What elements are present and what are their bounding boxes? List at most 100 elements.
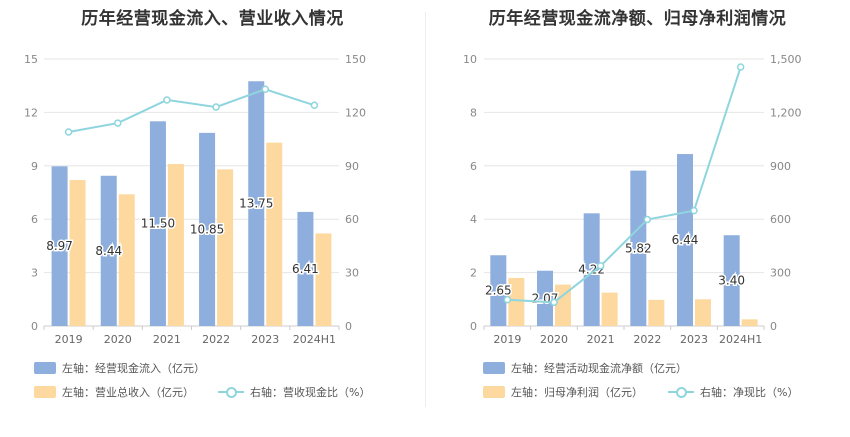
bar-series-2 — [217, 169, 234, 326]
chart-title: 历年经营现金流入、营业收入情况 — [81, 9, 344, 29]
line-point — [643, 215, 652, 224]
bar-data-label: 11.50 — [141, 217, 175, 231]
legend-label: 左轴：营业总收入（亿元） — [62, 386, 194, 399]
line-point — [503, 295, 512, 304]
bar-data-label: 13.75 — [239, 197, 273, 211]
chart-title: 历年经营现金流净额、归母净利润情况 — [488, 9, 787, 29]
legend-swatch — [218, 386, 244, 398]
bar-series-1 — [583, 213, 600, 326]
line-point — [690, 206, 698, 215]
bar-series-1 — [248, 81, 265, 326]
legend-item-line[interactable]: 右轴：净现比（%） — [668, 384, 798, 400]
line-point — [736, 63, 745, 71]
legend-item-bar-1[interactable]: 左轴：经营现金流入（亿元） — [34, 360, 205, 376]
legend-label: 右轴：营收现金比（%） — [250, 386, 371, 399]
bar-series-1 — [51, 166, 68, 326]
y-tick-label-right: 120 — [345, 106, 366, 119]
panel-divider — [425, 12, 426, 407]
y-tick-label-right: 60 — [345, 213, 359, 226]
bar-series-2 — [741, 319, 758, 326]
y-tick-label-left: 0 — [470, 320, 477, 333]
legend-swatch — [483, 362, 505, 374]
y-tick-label-right: 600 — [770, 213, 791, 226]
y-tick-label-left: 15 — [24, 53, 38, 66]
line-point — [596, 262, 605, 270]
line-point — [310, 101, 319, 110]
legend-item-bar-2[interactable]: 左轴：营业总收入（亿元） — [34, 384, 194, 400]
x-tick-label: 2019 — [493, 333, 521, 346]
x-tick-label: 2023 — [680, 333, 708, 346]
chart-plot-area: 0 0 2 300 4 600 6 900 8 1,200 10 1,500 2019 2.65 2020 2… — [463, 53, 802, 346]
bar-series-2 — [315, 233, 332, 326]
line-point — [550, 298, 558, 307]
bar-series-2 — [648, 299, 665, 326]
bar-data-label: 8.97 — [46, 239, 73, 253]
legend-label: 右轴：净现比（%） — [700, 386, 799, 399]
y-tick-label-left: 0 — [31, 320, 38, 333]
chart-plot-area: 0 0 3 30 6 60 9 90 12 120 15 150 2019 8.97 2020 8.44 202… — [24, 53, 366, 346]
legend-swatch — [34, 386, 56, 398]
bar-series-2 — [266, 142, 283, 326]
x-tick-label: 2020 — [104, 333, 132, 346]
line-series — [68, 88, 315, 133]
y-tick-label-right: 90 — [345, 160, 359, 173]
x-tick-label: 2023 — [251, 333, 279, 346]
y-tick-label-left: 2 — [470, 267, 477, 280]
legend-label: 左轴：经营活动现金流净额（亿元） — [511, 362, 687, 375]
chart-panel-cashflow-revenue: 历年经营现金流入、营业收入情况 0 0 3 30 6 60 9 90 12 120 15 150 201… — [24, 9, 370, 400]
y-tick-label-right: 900 — [770, 160, 791, 173]
y-tick-label-right: 1,500 — [770, 53, 802, 66]
x-tick-label: 2021 — [587, 333, 615, 346]
bar-series-2 — [69, 180, 86, 326]
legend-swatch — [483, 386, 505, 398]
y-tick-label-left: 6 — [470, 160, 477, 173]
legend-item-bar-1[interactable]: 左轴：经营活动现金流净额（亿元） — [483, 360, 687, 376]
chart-panel-netcash-profit: 历年经营现金流净额、归母净利润情况 0 0 2 300 4 600 6 900 8 1,200 10… — [425, 0, 850, 437]
bar-data-label: 6.41 — [292, 262, 319, 276]
bar-series-1 — [723, 235, 740, 326]
bar-data-label: 8.44 — [95, 244, 122, 258]
y-tick-label-left: 10 — [463, 53, 477, 66]
bar-series-1 — [630, 170, 647, 326]
legend-item-line[interactable]: 右轴：营收现金比（%） — [218, 384, 370, 400]
legend-item-bar-2[interactable]: 左轴：归母净利润（亿元） — [483, 384, 643, 400]
bar-series-1 — [537, 270, 553, 326]
x-tick-label: 2022 — [633, 333, 661, 346]
y-tick-label-right: 0 — [345, 320, 352, 333]
bar-series-2 — [601, 292, 618, 326]
bar-data-label: 10.85 — [190, 222, 224, 236]
bar-series-2 — [695, 299, 711, 326]
bar-data-label: 6.44 — [672, 233, 699, 247]
x-tick-label: 2024H1 — [293, 333, 336, 346]
line-series — [507, 66, 742, 304]
line-point — [64, 128, 73, 136]
x-tick-label: 2022 — [202, 333, 230, 346]
bar-series-1 — [490, 255, 507, 326]
bar-series-1 — [149, 121, 166, 326]
y-tick-label-left: 4 — [470, 213, 477, 226]
bar-series-1 — [677, 154, 693, 326]
bar-series-1 — [297, 211, 314, 326]
y-tick-label-left: 3 — [31, 267, 38, 280]
bar-series-1 — [199, 132, 216, 326]
bar-data-label: 2.65 — [485, 284, 512, 298]
line-point — [114, 119, 122, 127]
bar-series-1 — [100, 175, 117, 326]
legend-swatch — [34, 362, 56, 374]
line-point — [163, 96, 171, 104]
y-tick-label-right: 300 — [770, 267, 791, 280]
bar-series-2 — [508, 277, 525, 326]
legend-label: 左轴：经营现金流入（亿元） — [62, 362, 205, 375]
y-tick-label-left: 9 — [31, 160, 38, 173]
legend-swatch — [668, 386, 694, 398]
y-tick-label-right: 0 — [770, 320, 777, 333]
bar-data-label: 3.40 — [718, 274, 745, 288]
legend-label: 左轴：归母净利润（亿元） — [511, 386, 643, 399]
bar-data-label: 5.82 — [625, 241, 652, 255]
y-tick-label-right: 1,200 — [770, 106, 802, 119]
bar-series-2 — [118, 194, 135, 326]
line-point — [261, 85, 269, 94]
y-tick-label-left: 12 — [24, 106, 38, 119]
x-tick-label: 2019 — [55, 333, 83, 346]
line-point — [212, 103, 220, 111]
